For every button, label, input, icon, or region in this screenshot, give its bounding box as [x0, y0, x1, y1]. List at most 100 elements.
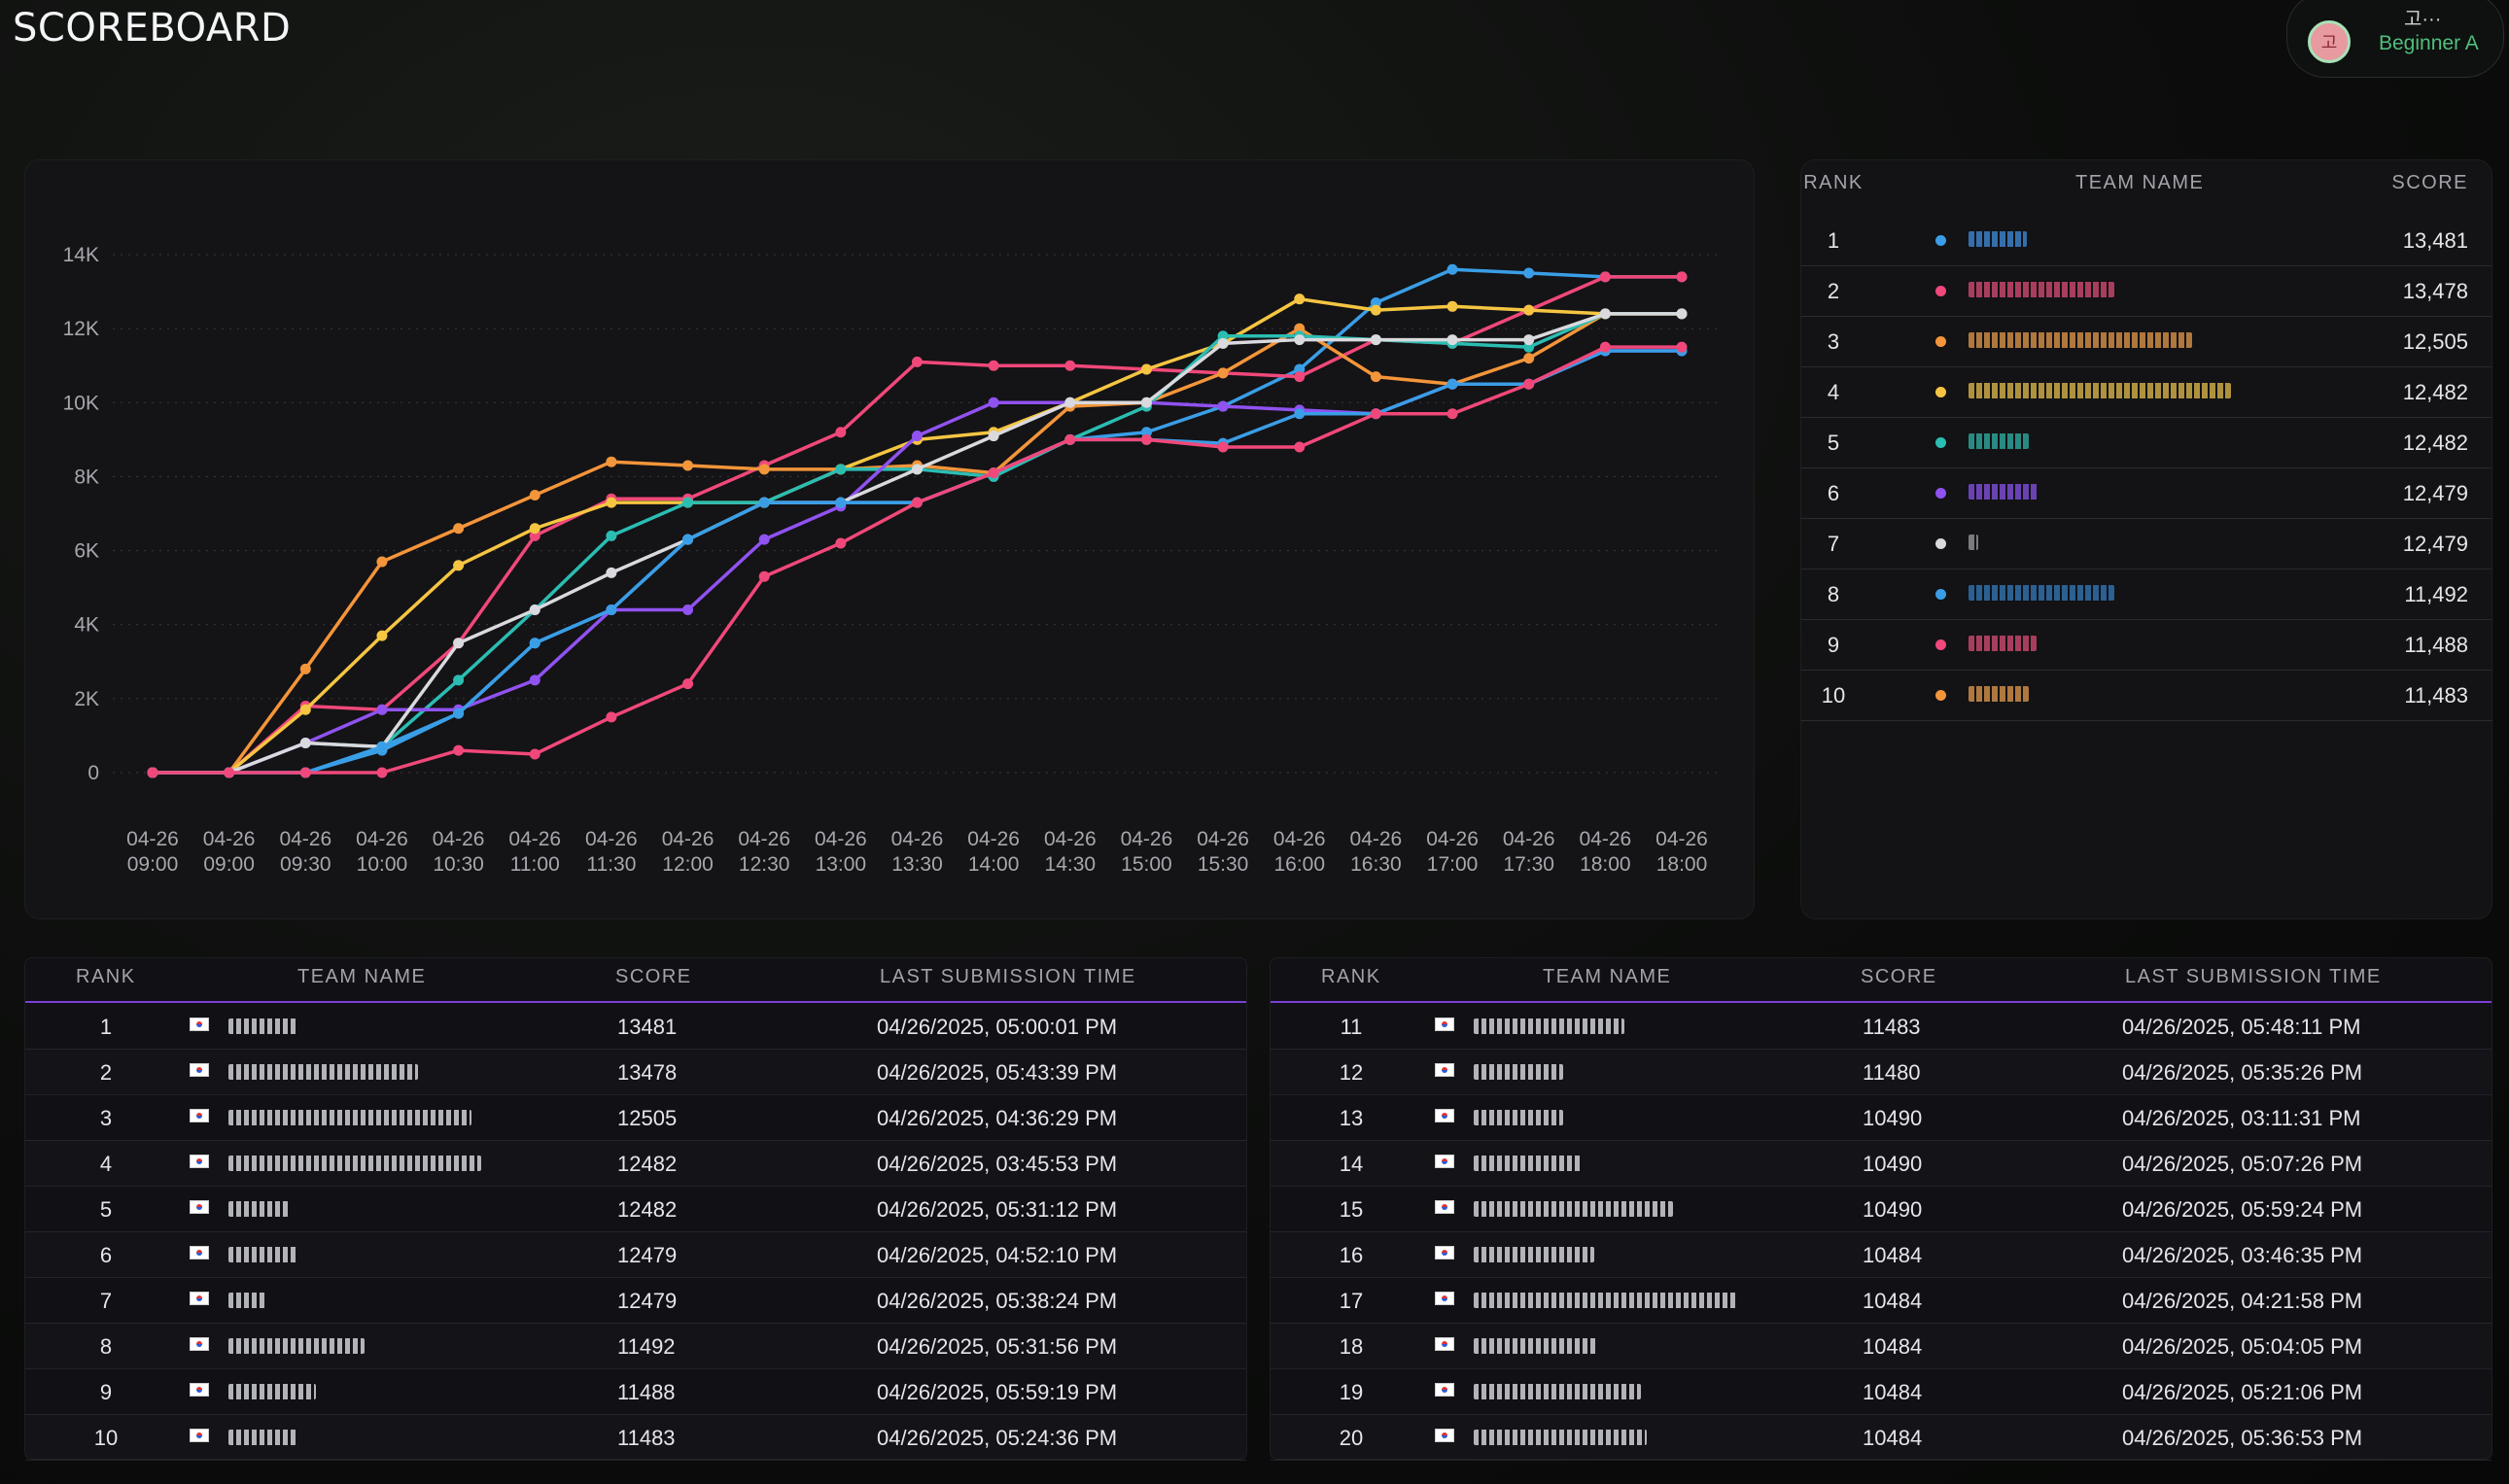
data-point[interactable]	[1217, 400, 1229, 412]
data-point[interactable]	[912, 431, 923, 442]
data-point[interactable]	[1064, 397, 1076, 408]
data-point[interactable]	[529, 674, 540, 686]
data-point[interactable]	[1140, 397, 1152, 408]
data-point[interactable]	[1370, 334, 1381, 346]
data-point[interactable]	[147, 767, 158, 778]
data-point[interactable]	[606, 604, 617, 615]
data-point[interactable]	[453, 707, 465, 719]
data-point[interactable]	[453, 744, 465, 756]
list-item[interactable]: 8 11,492	[1801, 569, 2492, 620]
data-point[interactable]	[453, 674, 465, 686]
data-point[interactable]	[1370, 408, 1381, 420]
data-point[interactable]	[1523, 353, 1535, 364]
table-row[interactable]: 15 10490 04/26/2025, 05:59:24 PM	[1271, 1186, 2492, 1232]
series-line-4[interactable]	[153, 296, 1682, 775]
data-point[interactable]	[1140, 427, 1152, 438]
series-line-2[interactable]	[153, 275, 1682, 775]
data-point[interactable]	[1294, 441, 1306, 453]
data-point[interactable]	[1523, 378, 1535, 390]
data-point[interactable]	[529, 523, 540, 535]
list-item[interactable]: 9 11,488	[1801, 619, 2492, 671]
data-point[interactable]	[1599, 308, 1611, 320]
data-point[interactable]	[1523, 334, 1535, 346]
table-row[interactable]: 8 11492 04/26/2025, 05:31:56 PM	[25, 1323, 1246, 1369]
data-point[interactable]	[835, 427, 847, 438]
table-row[interactable]: 12 11480 04/26/2025, 05:35:26 PM	[1271, 1049, 2492, 1095]
table-row[interactable]: 6 12479 04/26/2025, 04:52:10 PM	[25, 1231, 1246, 1278]
data-point[interactable]	[1294, 293, 1306, 305]
data-point[interactable]	[912, 497, 923, 508]
data-point[interactable]	[1599, 341, 1611, 353]
list-item[interactable]: 5 12,482	[1801, 417, 2492, 468]
data-point[interactable]	[529, 748, 540, 760]
data-point[interactable]	[758, 464, 770, 475]
table-row[interactable]: 10 11483 04/26/2025, 05:24:36 PM	[25, 1414, 1246, 1461]
data-point[interactable]	[682, 534, 694, 545]
table-row[interactable]: 20 10484 04/26/2025, 05:36:53 PM	[1271, 1414, 2492, 1461]
data-point[interactable]	[1294, 334, 1306, 346]
data-point[interactable]	[912, 464, 923, 475]
table-row[interactable]: 5 12482 04/26/2025, 05:31:12 PM	[25, 1186, 1246, 1232]
data-point[interactable]	[606, 456, 617, 467]
list-item[interactable]: 7 12,479	[1801, 518, 2492, 569]
data-point[interactable]	[988, 397, 999, 408]
data-point[interactable]	[1294, 371, 1306, 383]
data-point[interactable]	[1370, 371, 1381, 383]
data-point[interactable]	[1064, 433, 1076, 445]
data-point[interactable]	[1370, 296, 1381, 308]
data-point[interactable]	[1446, 408, 1458, 420]
data-point[interactable]	[1446, 378, 1458, 390]
data-point[interactable]	[1523, 267, 1535, 279]
data-point[interactable]	[529, 638, 540, 649]
list-item[interactable]: 3 12,505	[1801, 316, 2492, 367]
data-point[interactable]	[299, 738, 311, 749]
table-row[interactable]: 9 11488 04/26/2025, 05:59:19 PM	[25, 1368, 1246, 1415]
list-item[interactable]: 1 13,481	[1801, 215, 2492, 266]
table-row[interactable]: 16 10484 04/26/2025, 03:46:35 PM	[1271, 1231, 2492, 1278]
list-item[interactable]: 6 12,479	[1801, 467, 2492, 519]
data-point[interactable]	[299, 704, 311, 715]
data-point[interactable]	[1217, 367, 1229, 379]
data-point[interactable]	[376, 767, 388, 778]
table-row[interactable]: 19 10484 04/26/2025, 05:21:06 PM	[1271, 1368, 2492, 1415]
user-profile-badge[interactable]: 고 고··· Beginner A	[2286, 0, 2504, 78]
data-point[interactable]	[1064, 360, 1076, 371]
data-point[interactable]	[376, 556, 388, 568]
data-point[interactable]	[835, 497, 847, 508]
data-point[interactable]	[758, 570, 770, 582]
data-point[interactable]	[606, 530, 617, 541]
data-point[interactable]	[606, 567, 617, 578]
data-point[interactable]	[1217, 337, 1229, 349]
data-point[interactable]	[1446, 334, 1458, 346]
data-point[interactable]	[1676, 271, 1688, 283]
data-point[interactable]	[1446, 300, 1458, 312]
data-point[interactable]	[453, 638, 465, 649]
data-point[interactable]	[529, 489, 540, 500]
data-point[interactable]	[1217, 441, 1229, 453]
data-point[interactable]	[299, 767, 311, 778]
data-point[interactable]	[758, 497, 770, 508]
table-row[interactable]: 13 10490 04/26/2025, 03:11:31 PM	[1271, 1094, 2492, 1141]
data-point[interactable]	[988, 467, 999, 479]
data-point[interactable]	[988, 431, 999, 442]
data-point[interactable]	[376, 704, 388, 715]
data-point[interactable]	[376, 630, 388, 641]
data-point[interactable]	[606, 497, 617, 508]
data-point[interactable]	[529, 530, 540, 541]
data-point[interactable]	[1217, 330, 1229, 342]
data-point[interactable]	[682, 678, 694, 690]
table-row[interactable]: 14 10490 04/26/2025, 05:07:26 PM	[1271, 1140, 2492, 1187]
data-point[interactable]	[835, 464, 847, 475]
data-point[interactable]	[682, 604, 694, 615]
data-point[interactable]	[1294, 408, 1306, 420]
table-row[interactable]: 7 12479 04/26/2025, 05:38:24 PM	[25, 1277, 1246, 1324]
list-item[interactable]: 10 11,483	[1801, 670, 2492, 721]
data-point[interactable]	[758, 534, 770, 545]
data-point[interactable]	[1676, 308, 1688, 320]
table-row[interactable]: 11 11483 04/26/2025, 05:48:11 PM	[1271, 1003, 2492, 1050]
data-point[interactable]	[1523, 341, 1535, 353]
table-row[interactable]: 3 12505 04/26/2025, 04:36:29 PM	[25, 1094, 1246, 1141]
data-point[interactable]	[1140, 363, 1152, 375]
data-point[interactable]	[299, 663, 311, 674]
list-item[interactable]: 4 12,482	[1801, 366, 2492, 418]
